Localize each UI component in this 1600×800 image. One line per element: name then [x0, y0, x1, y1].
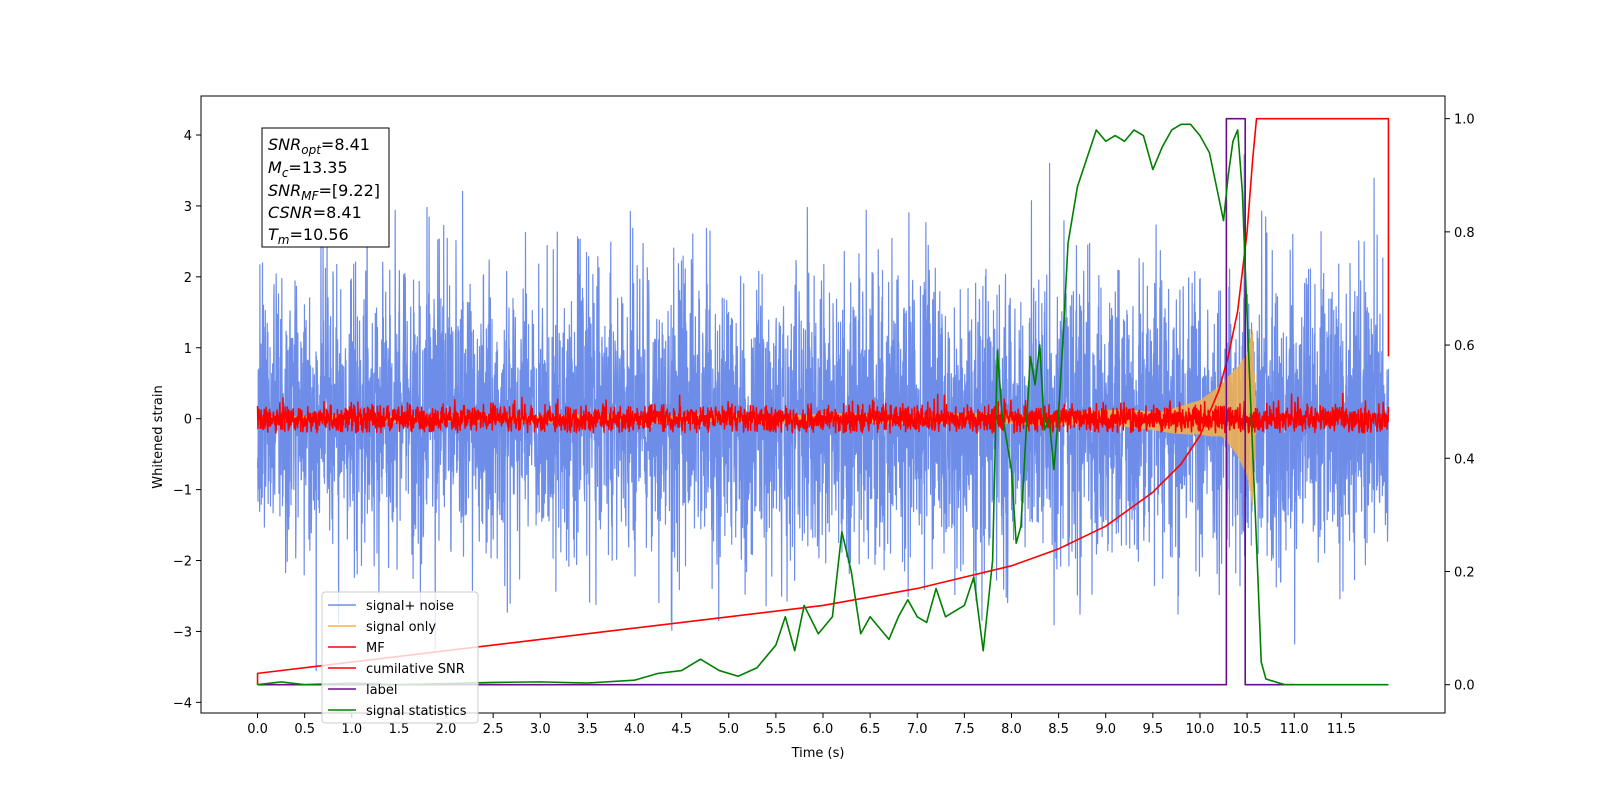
x-tick-label: 2.5	[483, 722, 504, 737]
x-tick-label: 0.5	[294, 722, 315, 737]
x-tick-label: 10.0	[1185, 722, 1214, 737]
y-tick-label: 2	[184, 271, 192, 286]
series-signal-statistics	[257, 123, 1389, 686]
x-tick-label: 3.0	[530, 722, 551, 737]
x-tick-label: 1.5	[389, 722, 410, 737]
x-tick-label: 5.0	[718, 722, 739, 737]
info-snr-opt: SNRopt=8.41	[268, 135, 370, 157]
legend-label-signal-noise: signal+ noise	[366, 599, 454, 614]
x-tick-label: 2.0	[436, 722, 457, 737]
x-tick-label: 10.5	[1233, 722, 1262, 737]
series-label	[257, 117, 1295, 686]
series-signal-noise	[256, 154, 1390, 672]
x-tick-label: 1.0	[341, 722, 362, 737]
y-right-tick-label: 0.2	[1454, 565, 1475, 580]
x-tick-label: 4.0	[624, 722, 645, 737]
x-tick-label: 7.5	[954, 722, 975, 737]
x-tick-label: 3.5	[577, 722, 598, 737]
legend: signal+ noise signal only MF cumilative …	[321, 591, 479, 724]
y-right-tick-label: 0.0	[1454, 679, 1475, 694]
y-tick-label: 4	[184, 129, 192, 144]
y-tick-label: 3	[184, 200, 192, 215]
legend-label-signal-only: signal only	[366, 620, 436, 635]
y-tick-label: 1	[184, 342, 192, 357]
y-right-tick-label: 1.0	[1454, 113, 1475, 128]
legend-label-cumulative-snr: cumilative SNR	[366, 662, 465, 677]
x-tick-label: 7.0	[907, 722, 928, 737]
y-right-tick-label: 0.6	[1454, 339, 1475, 354]
x-tick-label: 8.5	[1048, 722, 1069, 737]
info-csnr: CSNR=8.41	[268, 203, 362, 222]
info-tm: Tm=10.56	[268, 225, 349, 247]
y-right-tick-label: 0.8	[1454, 226, 1475, 241]
info-mc: Mc=13.35	[268, 158, 348, 180]
y-right-tick-label: 0.4	[1454, 452, 1475, 467]
y-tick-label: −1	[173, 484, 192, 499]
legend-frame	[321, 591, 479, 724]
x-tick-label: 8.0	[1001, 722, 1022, 737]
x-tick-label: 4.5	[671, 722, 692, 737]
x-tick-label: 11.0	[1280, 722, 1309, 737]
info-box: SNRopt=8.41 Mc=13.35 SNRMF=[9.22] CSNR=8…	[261, 127, 390, 248]
x-tick-label: 11.5	[1327, 722, 1356, 737]
y-tick-label: −3	[173, 625, 192, 640]
series-cumilative-snr	[256, 117, 1390, 685]
axes: 0.0 0.5 1.0 1.5 2.0 2.5 3.0 3.5 4.0 4.5 5.0 5.5 6.0 6…	[173, 95, 1475, 737]
y-tick-label: −2	[173, 555, 192, 570]
x-tick-label: 0.0	[247, 722, 268, 737]
y-tick-label: 0	[184, 413, 192, 428]
x-tick-label: 6.5	[860, 722, 881, 737]
info-box-frame	[261, 127, 390, 248]
x-tick-label: 5.5	[766, 722, 787, 737]
info-snr-mf: SNRMF=[9.22]	[268, 181, 380, 203]
legend-label-mf: MF	[366, 641, 385, 656]
y-tick-label: −4	[173, 696, 192, 711]
x-tick-label: 9.5	[1143, 722, 1164, 737]
x-axis-label: Time (s)	[791, 746, 845, 761]
x-tick-label: 6.0	[813, 722, 834, 737]
legend-label-label: label	[366, 683, 397, 698]
series-mf	[256, 392, 1390, 434]
plot-area	[256, 117, 1390, 686]
legend-label-signal-statistics: signal statistics	[366, 704, 467, 719]
y-axis-label: Whitened strain	[151, 385, 166, 488]
x-tick-label: 9.0	[1095, 722, 1116, 737]
